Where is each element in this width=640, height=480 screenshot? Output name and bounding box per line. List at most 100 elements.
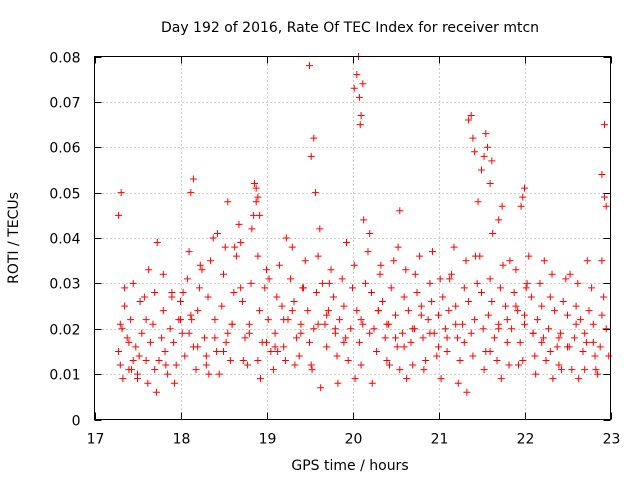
data-point bbox=[314, 252, 322, 260]
data-point bbox=[506, 257, 514, 265]
data-point bbox=[478, 166, 485, 174]
data-point bbox=[598, 170, 606, 178]
data-point bbox=[465, 116, 473, 124]
data-point bbox=[342, 239, 350, 247]
data-point bbox=[166, 325, 174, 333]
axis-ticks bbox=[94, 56, 612, 421]
data-point bbox=[235, 220, 243, 228]
data-point bbox=[417, 302, 425, 310]
data-point bbox=[213, 347, 221, 355]
data-point bbox=[404, 307, 412, 315]
data-point bbox=[531, 352, 539, 360]
data-point bbox=[463, 388, 471, 396]
data-point bbox=[185, 248, 193, 256]
data-point bbox=[469, 352, 477, 360]
data-point bbox=[598, 257, 606, 265]
data-point bbox=[503, 338, 511, 346]
data-point bbox=[496, 284, 504, 292]
data-point bbox=[238, 298, 246, 306]
data-point bbox=[115, 211, 123, 219]
data-point bbox=[151, 366, 159, 374]
data-point bbox=[564, 311, 571, 319]
data-point bbox=[205, 370, 213, 378]
data-point bbox=[327, 266, 335, 274]
data-point bbox=[555, 361, 563, 369]
data-point bbox=[594, 370, 602, 378]
data-point bbox=[134, 370, 141, 378]
data-point bbox=[307, 152, 315, 160]
data-point bbox=[446, 275, 454, 283]
data-point bbox=[161, 347, 169, 355]
data-point bbox=[224, 329, 232, 337]
data-point bbox=[168, 293, 176, 301]
data-point bbox=[379, 298, 387, 306]
x-tick-label: 22 bbox=[517, 432, 535, 448]
data-point bbox=[317, 384, 325, 392]
data-point bbox=[340, 338, 348, 346]
data-point bbox=[287, 275, 295, 283]
y-tick-labels: 0 0.01 0.02 0.03 0.04 0.05 0.06 0.07 0.08 bbox=[49, 51, 80, 430]
data-point bbox=[281, 357, 289, 365]
data-point bbox=[465, 298, 473, 306]
data-point bbox=[129, 357, 137, 365]
data-point bbox=[367, 288, 375, 296]
data-point bbox=[546, 347, 554, 355]
data-point bbox=[357, 316, 365, 324]
data-point bbox=[177, 298, 184, 306]
data-point bbox=[254, 357, 262, 365]
x-tick-label: 17 bbox=[87, 432, 105, 448]
data-point bbox=[338, 275, 346, 283]
data-point bbox=[484, 143, 492, 151]
data-point bbox=[559, 298, 567, 306]
data-point bbox=[344, 357, 352, 365]
data-point bbox=[159, 270, 167, 278]
data-point bbox=[252, 184, 260, 192]
data-point bbox=[581, 366, 589, 374]
data-point bbox=[254, 252, 262, 260]
data-point bbox=[512, 302, 520, 310]
data-point bbox=[241, 334, 249, 342]
data-point bbox=[398, 329, 406, 337]
data-point bbox=[582, 338, 590, 346]
data-point bbox=[502, 302, 510, 310]
data-point bbox=[324, 307, 332, 315]
data-point bbox=[121, 284, 129, 292]
data-point bbox=[602, 325, 610, 333]
y-tick-label: 0 bbox=[72, 414, 81, 430]
data-point bbox=[269, 366, 277, 374]
data-point bbox=[323, 311, 331, 319]
data-point bbox=[482, 130, 490, 138]
data-point bbox=[187, 189, 195, 197]
data-point bbox=[153, 239, 161, 247]
data-point bbox=[486, 347, 494, 355]
data-point bbox=[497, 375, 505, 383]
data-point bbox=[351, 375, 359, 383]
data-point bbox=[460, 338, 468, 346]
data-point bbox=[209, 234, 217, 242]
y-tick-label: 0.08 bbox=[49, 51, 80, 67]
data-point bbox=[499, 261, 507, 269]
data-point bbox=[588, 284, 596, 292]
data-point bbox=[392, 311, 399, 319]
data-point bbox=[342, 334, 350, 342]
data-point bbox=[138, 329, 146, 337]
data-point bbox=[158, 334, 166, 342]
x-tick-label: 23 bbox=[603, 432, 621, 448]
data-point bbox=[366, 229, 374, 237]
data-point bbox=[370, 325, 378, 333]
data-point bbox=[562, 275, 570, 283]
data-point bbox=[516, 338, 524, 346]
data-point bbox=[325, 279, 333, 287]
data-point bbox=[519, 193, 527, 201]
data-point bbox=[422, 357, 430, 365]
data-point bbox=[589, 320, 597, 328]
data-point bbox=[426, 279, 434, 287]
data-point bbox=[207, 257, 215, 265]
data-point bbox=[417, 311, 425, 319]
data-point bbox=[155, 357, 163, 365]
data-point bbox=[116, 361, 124, 369]
data-point bbox=[592, 366, 600, 374]
data-point bbox=[280, 343, 288, 351]
data-point bbox=[245, 320, 253, 328]
x-tick-label: 20 bbox=[345, 432, 363, 448]
